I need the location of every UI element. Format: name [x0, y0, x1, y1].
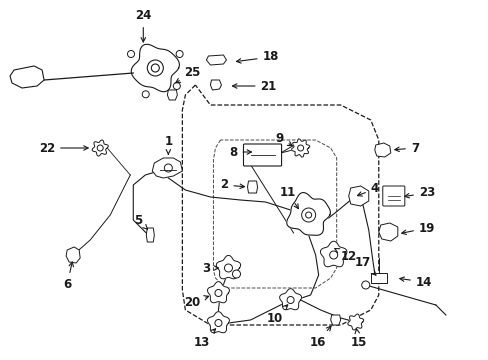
Text: 3: 3 [202, 261, 218, 274]
Text: 6: 6 [63, 262, 73, 291]
Polygon shape [210, 80, 221, 90]
FancyBboxPatch shape [382, 186, 404, 206]
Text: 2: 2 [220, 179, 244, 192]
Circle shape [329, 251, 337, 259]
Circle shape [297, 145, 303, 151]
Polygon shape [378, 223, 397, 241]
Polygon shape [206, 55, 226, 65]
Text: 22: 22 [39, 141, 88, 154]
Text: 15: 15 [350, 329, 366, 348]
Polygon shape [370, 273, 386, 283]
Polygon shape [207, 282, 229, 303]
Circle shape [176, 50, 183, 58]
Circle shape [142, 91, 149, 98]
Text: 18: 18 [236, 50, 278, 63]
Polygon shape [146, 228, 154, 242]
Circle shape [361, 281, 369, 289]
Text: 11: 11 [279, 185, 298, 209]
Text: 19: 19 [401, 221, 434, 234]
Circle shape [286, 297, 293, 303]
Circle shape [215, 289, 222, 297]
Circle shape [164, 164, 172, 172]
Polygon shape [10, 66, 44, 88]
Polygon shape [216, 255, 240, 279]
Polygon shape [92, 140, 108, 156]
Text: 13: 13 [194, 329, 215, 348]
Polygon shape [291, 139, 309, 157]
Text: 5: 5 [134, 213, 147, 229]
Polygon shape [348, 186, 368, 206]
Text: 8: 8 [229, 145, 251, 158]
Text: 7: 7 [394, 141, 418, 154]
Polygon shape [152, 158, 182, 178]
Text: 4: 4 [357, 183, 378, 196]
Text: 24: 24 [135, 9, 151, 42]
Polygon shape [207, 312, 229, 333]
Text: 12: 12 [334, 248, 356, 262]
FancyBboxPatch shape [243, 144, 281, 166]
Polygon shape [279, 289, 301, 310]
Text: 10: 10 [266, 305, 287, 324]
Circle shape [224, 264, 232, 272]
Text: 14: 14 [399, 275, 431, 288]
Circle shape [301, 208, 315, 222]
Polygon shape [247, 181, 257, 193]
Circle shape [97, 145, 103, 151]
Text: 17: 17 [354, 256, 375, 275]
Text: 21: 21 [232, 80, 276, 93]
Text: 25: 25 [175, 66, 201, 83]
Text: 1: 1 [164, 135, 172, 154]
Polygon shape [347, 314, 363, 330]
Polygon shape [66, 247, 80, 263]
Polygon shape [167, 90, 177, 100]
Circle shape [151, 64, 159, 72]
Polygon shape [131, 44, 179, 92]
Polygon shape [330, 315, 340, 325]
Text: 9: 9 [275, 131, 292, 146]
Text: 20: 20 [184, 296, 208, 309]
Circle shape [127, 50, 134, 58]
Circle shape [173, 82, 180, 90]
Circle shape [232, 270, 240, 278]
Text: 16: 16 [308, 326, 330, 348]
Polygon shape [320, 241, 346, 267]
Polygon shape [286, 193, 330, 235]
Circle shape [305, 212, 311, 218]
Text: 23: 23 [404, 186, 434, 199]
Circle shape [147, 60, 163, 76]
Polygon shape [374, 143, 390, 157]
Circle shape [215, 320, 222, 327]
